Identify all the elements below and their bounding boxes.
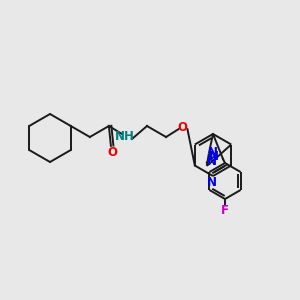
Text: N: N <box>209 150 219 163</box>
Text: N: N <box>207 176 217 190</box>
Text: N: N <box>207 155 217 168</box>
Text: NH: NH <box>115 130 135 142</box>
Text: O: O <box>107 146 117 159</box>
Text: N: N <box>208 146 218 159</box>
Text: F: F <box>221 205 229 218</box>
Text: O: O <box>177 121 188 134</box>
